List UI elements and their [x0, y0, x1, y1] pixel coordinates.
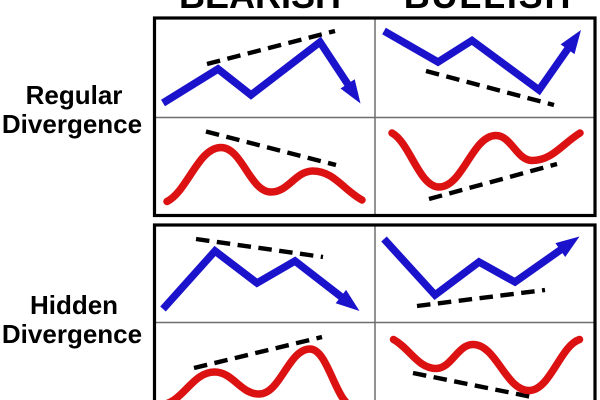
- svg-text:Hidden: Hidden: [30, 290, 118, 320]
- svg-text:Regular: Regular: [26, 80, 123, 110]
- svg-text:BEARISH: BEARISH: [179, 0, 341, 16]
- svg-text:Divergence: Divergence: [2, 319, 142, 349]
- svg-text:BULLISH: BULLISH: [404, 0, 573, 16]
- svg-text:Divergence: Divergence: [2, 109, 142, 139]
